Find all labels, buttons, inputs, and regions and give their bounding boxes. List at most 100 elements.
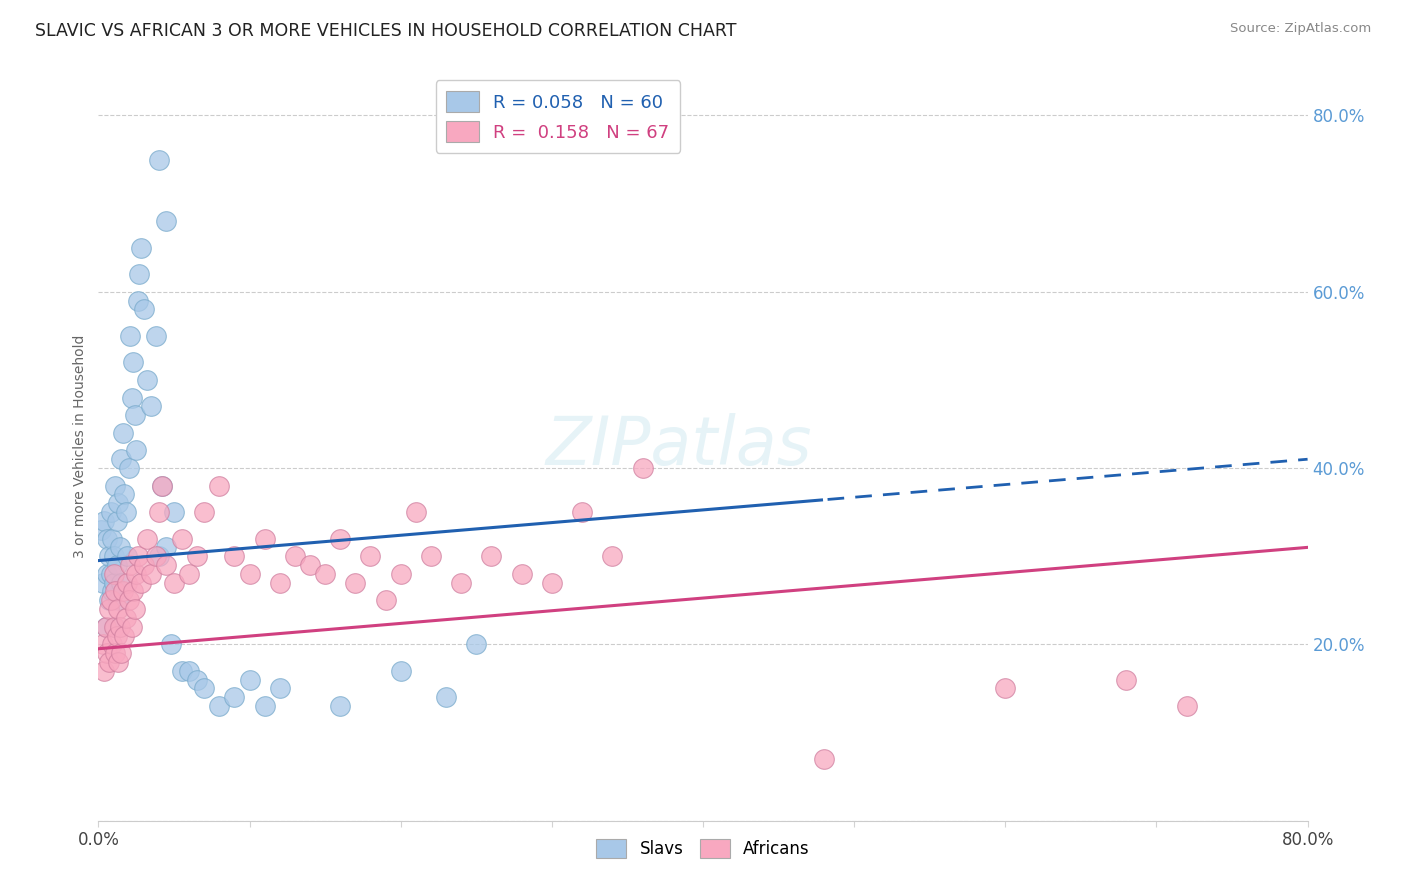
Point xyxy=(107,602,129,616)
Point xyxy=(100,505,122,519)
Point xyxy=(994,681,1017,696)
Point xyxy=(1115,673,1137,687)
Point xyxy=(110,575,132,590)
Point xyxy=(571,505,593,519)
Point xyxy=(107,496,129,510)
Point xyxy=(127,293,149,308)
Point xyxy=(107,593,129,607)
Point xyxy=(405,505,427,519)
Point xyxy=(299,558,322,572)
Point xyxy=(125,566,148,581)
Point xyxy=(111,425,134,440)
Point xyxy=(135,373,157,387)
Point xyxy=(115,549,138,564)
Point xyxy=(128,267,150,281)
Point xyxy=(813,752,835,766)
Point xyxy=(110,452,132,467)
Point xyxy=(103,575,125,590)
Point xyxy=(108,620,131,634)
Point xyxy=(145,328,167,343)
Point xyxy=(540,575,562,590)
Point xyxy=(104,478,127,492)
Point xyxy=(125,443,148,458)
Point xyxy=(91,637,114,651)
Point xyxy=(269,575,291,590)
Point xyxy=(114,611,136,625)
Point xyxy=(150,478,173,492)
Point xyxy=(103,566,125,581)
Point xyxy=(163,575,186,590)
Point xyxy=(112,628,135,642)
Point xyxy=(269,681,291,696)
Point xyxy=(114,505,136,519)
Point xyxy=(108,541,131,555)
Point xyxy=(360,549,382,564)
Point xyxy=(118,593,141,607)
Point xyxy=(120,558,142,572)
Point xyxy=(93,664,115,678)
Point xyxy=(150,478,173,492)
Point xyxy=(103,620,125,634)
Point xyxy=(148,153,170,167)
Point xyxy=(155,558,177,572)
Point xyxy=(115,575,138,590)
Point xyxy=(179,664,201,678)
Point xyxy=(253,532,276,546)
Point xyxy=(329,699,352,714)
Point xyxy=(239,566,262,581)
Point xyxy=(145,549,167,564)
Point xyxy=(124,408,146,422)
Point xyxy=(96,532,118,546)
Point xyxy=(135,532,157,546)
Point xyxy=(314,566,336,581)
Text: SLAVIC VS AFRICAN 3 OR MORE VEHICLES IN HOUSEHOLD CORRELATION CHART: SLAVIC VS AFRICAN 3 OR MORE VEHICLES IN … xyxy=(35,22,737,40)
Point xyxy=(118,461,141,475)
Point xyxy=(96,646,118,660)
Point xyxy=(253,699,276,714)
Point xyxy=(329,532,352,546)
Point xyxy=(104,620,127,634)
Point xyxy=(90,523,112,537)
Point xyxy=(155,541,177,555)
Point xyxy=(132,558,155,572)
Point xyxy=(1175,699,1198,714)
Point xyxy=(160,637,183,651)
Point xyxy=(100,593,122,607)
Point xyxy=(344,575,367,590)
Point xyxy=(465,637,488,651)
Point xyxy=(101,532,124,546)
Point xyxy=(103,549,125,564)
Point xyxy=(163,505,186,519)
Point xyxy=(193,681,215,696)
Point xyxy=(170,532,193,546)
Point xyxy=(374,593,396,607)
Point xyxy=(122,584,145,599)
Point xyxy=(420,549,443,564)
Point xyxy=(127,549,149,564)
Point xyxy=(155,214,177,228)
Point xyxy=(100,566,122,581)
Point xyxy=(98,602,121,616)
Point xyxy=(224,690,246,705)
Point xyxy=(110,646,132,660)
Point xyxy=(141,400,163,414)
Point xyxy=(105,514,128,528)
Point xyxy=(186,549,208,564)
Point xyxy=(121,620,143,634)
Point xyxy=(96,566,118,581)
Point xyxy=(602,549,624,564)
Point xyxy=(124,602,146,616)
Point xyxy=(148,505,170,519)
Point xyxy=(94,620,117,634)
Point xyxy=(170,664,193,678)
Y-axis label: 3 or more Vehicles in Household: 3 or more Vehicles in Household xyxy=(73,334,87,558)
Point xyxy=(148,549,170,564)
Point xyxy=(101,584,124,599)
Point xyxy=(98,593,121,607)
Legend: Slavs, Africans: Slavs, Africans xyxy=(589,832,817,864)
Point xyxy=(111,584,134,599)
Point xyxy=(141,566,163,581)
Point xyxy=(284,549,307,564)
Point xyxy=(98,549,121,564)
Point xyxy=(105,558,128,572)
